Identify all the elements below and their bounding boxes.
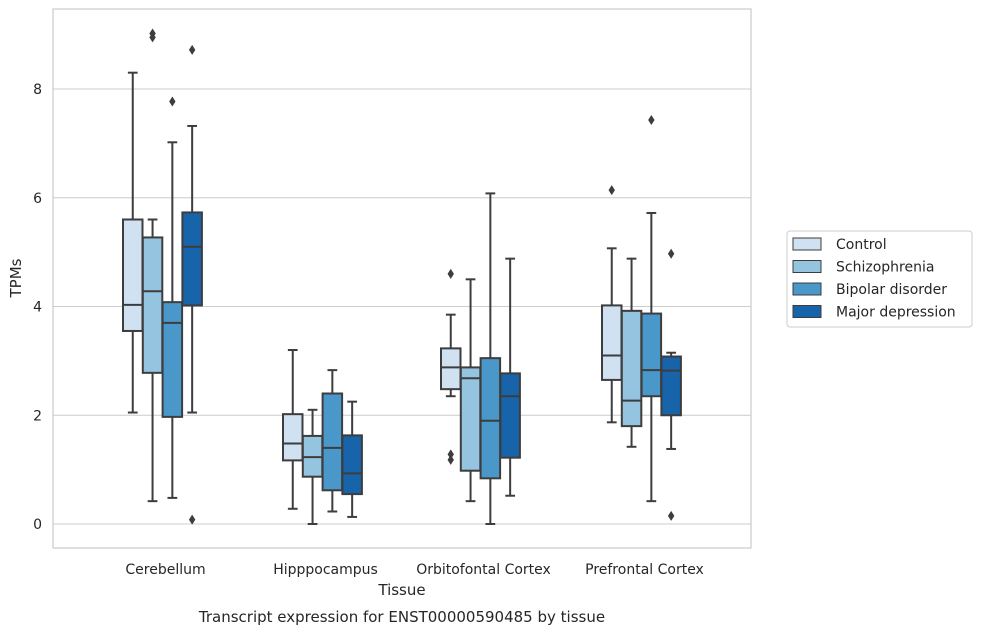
legend-swatch: [792, 305, 822, 318]
outlier-point: [447, 449, 454, 460]
x-axis-label: Tissue: [377, 581, 425, 599]
x-tick-label: Orbitofontal Cortex: [416, 562, 551, 578]
y-tick-label: 8: [33, 82, 42, 98]
outlier-point: [608, 185, 615, 196]
box-bipolar-disorder: [479, 192, 502, 525]
x-tick-label: Prefrontal Cortex: [585, 562, 704, 578]
y-tick-labels: 0 2 4 6 8: [33, 82, 42, 533]
iqr-box: [181, 211, 203, 307]
box-major-depression: [660, 248, 682, 521]
legend-swatch: [792, 282, 822, 296]
iqr-box: [620, 309, 643, 428]
iqr-box: [161, 301, 184, 418]
box-control: [282, 349, 304, 510]
box-bipolar-disorder: [161, 96, 184, 499]
box-major-depression: [499, 257, 521, 497]
iqr-box: [321, 392, 344, 492]
iqr-box: [282, 413, 304, 462]
iqr-box: [479, 357, 502, 480]
outlier-point: [447, 268, 454, 279]
outlier-point: [188, 514, 196, 525]
legend-frame: [786, 230, 973, 328]
box-bipolar-disorder: [640, 114, 663, 503]
iqr-box: [122, 218, 144, 332]
y-tick-label: 2: [33, 408, 42, 424]
legend-label: Major depression: [836, 305, 956, 321]
y-axis-label: TPMs: [7, 258, 25, 298]
y-tick-label: 6: [33, 191, 42, 207]
box-major-depression: [341, 400, 363, 518]
outlier-point: [169, 96, 176, 107]
box-major-depression: [181, 44, 203, 525]
legend: Control Schizophrenia Bipolar disorder Majo…: [786, 230, 973, 328]
box-schizophrenia: [620, 257, 643, 448]
iqr-box: [499, 372, 521, 459]
box-control: [122, 71, 144, 414]
plot-background: [53, 9, 751, 548]
chart-caption: Transcript expression for ENST0000059048…: [198, 608, 605, 626]
legend-swatch: [792, 237, 822, 251]
plot-frame: [52, 8, 752, 549]
y-tick-label: 0: [33, 517, 42, 533]
outlier-point: [149, 32, 156, 43]
legend-swatch: [792, 260, 822, 273]
iqr-box: [660, 355, 682, 417]
legend-label: Schizophrenia: [836, 260, 934, 276]
iqr-box: [440, 347, 462, 391]
iqr-box: [640, 312, 663, 398]
outlier-point: [648, 114, 655, 125]
iqr-box: [141, 236, 164, 374]
x-tick-labels: Cerebellum Hipppocampus Orbitofontal Corte…: [125, 562, 703, 578]
iqr-box: [601, 304, 623, 381]
outlier-point: [667, 248, 675, 259]
iqr-box: [459, 366, 482, 472]
y-tick-label: 4: [33, 300, 42, 316]
outlier-point: [188, 44, 196, 55]
box-schizophrenia: [141, 28, 164, 503]
x-tick-label: Hipppocampus: [273, 562, 378, 578]
box-control: [601, 185, 623, 424]
x-tick-label: Cerebellum: [125, 562, 205, 578]
legend-label: Bipolar disorder: [836, 282, 947, 298]
iqr-box: [341, 434, 363, 496]
outlier-point: [667, 510, 675, 521]
legend-items: Control Schizophrenia Bipolar disorder Majo…: [792, 237, 956, 321]
legend-label: Control: [836, 237, 887, 253]
outlier-point: [447, 454, 454, 465]
boxes-layer: [122, 28, 682, 525]
